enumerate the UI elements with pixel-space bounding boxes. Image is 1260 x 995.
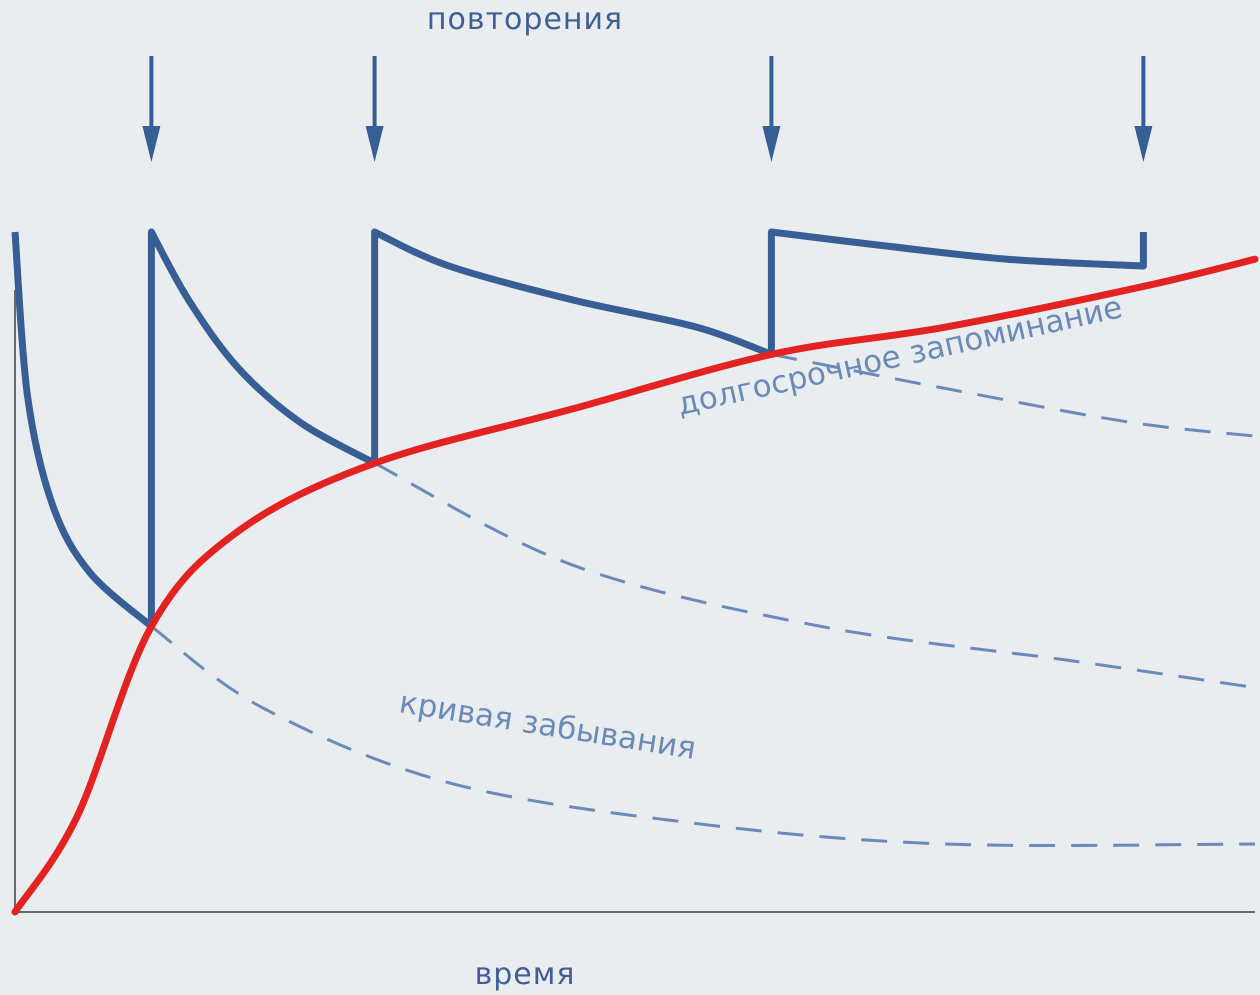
- review-arrows: [142, 56, 1153, 162]
- review-arrow-icon: [142, 56, 161, 162]
- forgetting-curve-line: [771, 352, 1256, 438]
- review-arrow-icon: [365, 56, 384, 162]
- forgetting-curves: [150, 352, 1256, 848]
- long-term-annotation: долгосрочное запоминание: [674, 289, 1126, 423]
- forgetting-curve-line: [373, 461, 1256, 690]
- forgetting-curve-annotation: кривая забывания: [397, 684, 699, 766]
- review-arrow-icon: [1134, 56, 1153, 162]
- annotation-labels: долгосрочное запоминание кривая забывания: [397, 289, 1126, 767]
- memory-curve-line: [11, 228, 1147, 630]
- x-axis-label: время: [474, 957, 576, 992]
- forgetting-curve-line: [150, 625, 1256, 848]
- memory-curve-group: [11, 228, 1147, 630]
- long-term-memory-line: [11, 255, 1259, 916]
- long-term-group: [11, 255, 1259, 916]
- axes: [14, 290, 1255, 913]
- review-arrow-icon: [762, 56, 781, 162]
- repetitions-label: повторения: [426, 2, 624, 37]
